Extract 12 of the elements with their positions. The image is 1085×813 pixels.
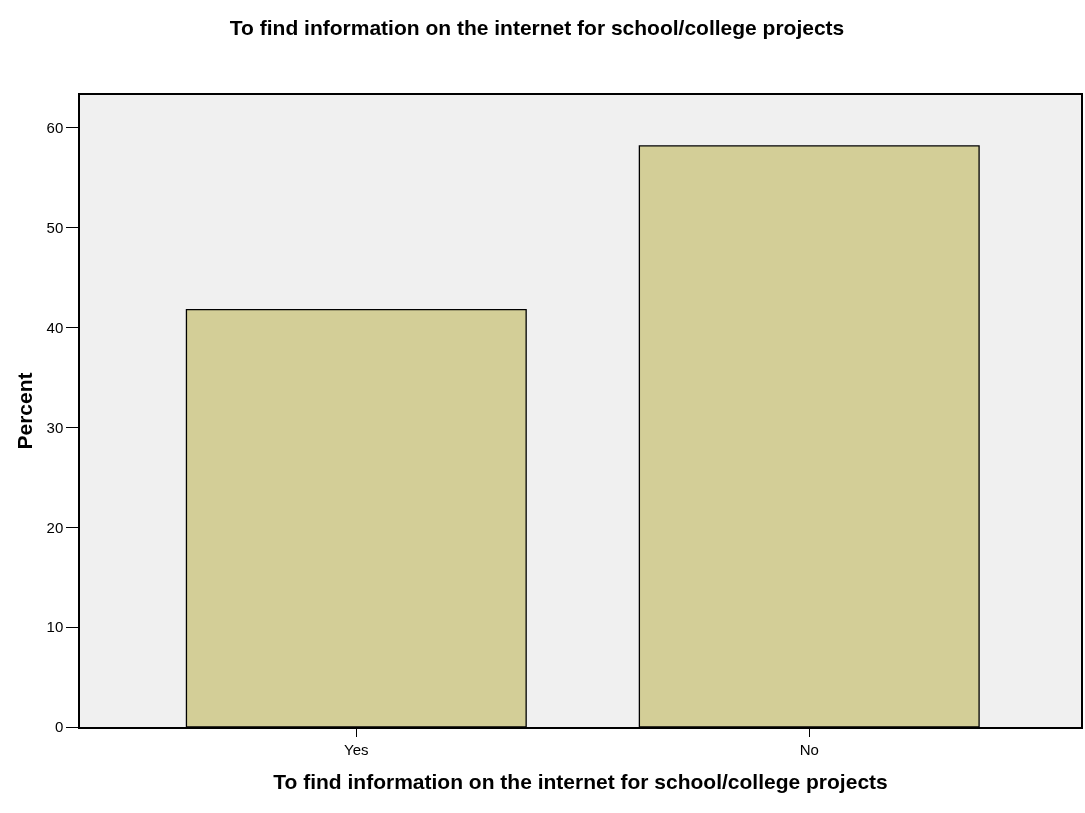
x-tick-label: No [799,740,819,758]
y-tick-label: 30 [46,418,64,436]
y-axis-title: Percent [13,372,37,450]
y-tick-label: 60 [46,119,64,137]
y-tick-label: 20 [46,518,64,536]
y-tick-label: 40 [46,318,64,336]
x-tick-label: Yes [344,740,369,758]
y-tick-label: 50 [46,219,64,237]
x-axis-title: To find information on the internet for school/college projects [273,770,888,794]
chart-title: To find information on the internet for school/college projects [229,16,845,40]
y-tick-label: 10 [46,618,64,636]
y-tick-label: 0 [54,718,64,736]
